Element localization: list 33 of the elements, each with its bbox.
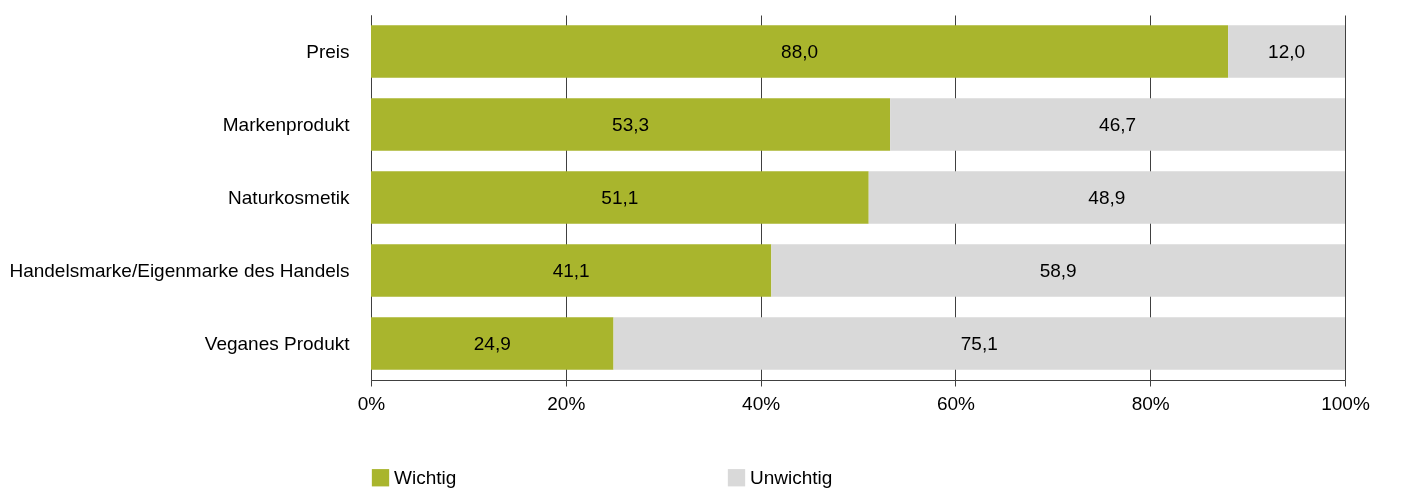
data-label: 41,1 [552,259,590,281]
bar [1228,25,1345,78]
data-label: 24,9 [473,332,511,354]
bar [771,244,1345,297]
data-label: 75,1 [960,332,998,354]
data-label: 51,1 [601,186,639,208]
data-label: 12,0 [1268,40,1306,62]
bar [371,25,1229,78]
legend-label: Unwichtig [750,466,833,488]
x-tick-label: 0% [357,392,386,414]
data-label: 48,9 [1088,186,1126,208]
x-tick-label: 40% [742,392,781,414]
x-tick-label: 80% [1131,392,1170,414]
y-tick-label: Preis [306,40,350,62]
y-tick-label: Handelsmarke/Eigenmarke des Handels [9,259,350,281]
bar [868,171,1345,224]
x-tick-label: 60% [936,392,976,414]
data-label: 88,0 [781,40,819,62]
bar [371,98,891,151]
y-tick-label: Veganes Produkt [204,332,351,354]
data-label: 53,3 [612,113,650,135]
bar [890,98,1345,151]
y-tick-label: Naturkosmetik [228,186,350,208]
data-label: 58,9 [1039,259,1077,281]
bar [371,244,772,297]
x-tick-label: 100% [1321,392,1370,414]
data-label: 46,7 [1099,113,1137,135]
legend-label: Wichtig [394,466,457,488]
bar [371,317,614,370]
bar [371,171,869,224]
x-tick-label: 20% [547,392,586,414]
bar [613,317,1345,370]
y-tick-label: Markenprodukt [222,113,351,135]
